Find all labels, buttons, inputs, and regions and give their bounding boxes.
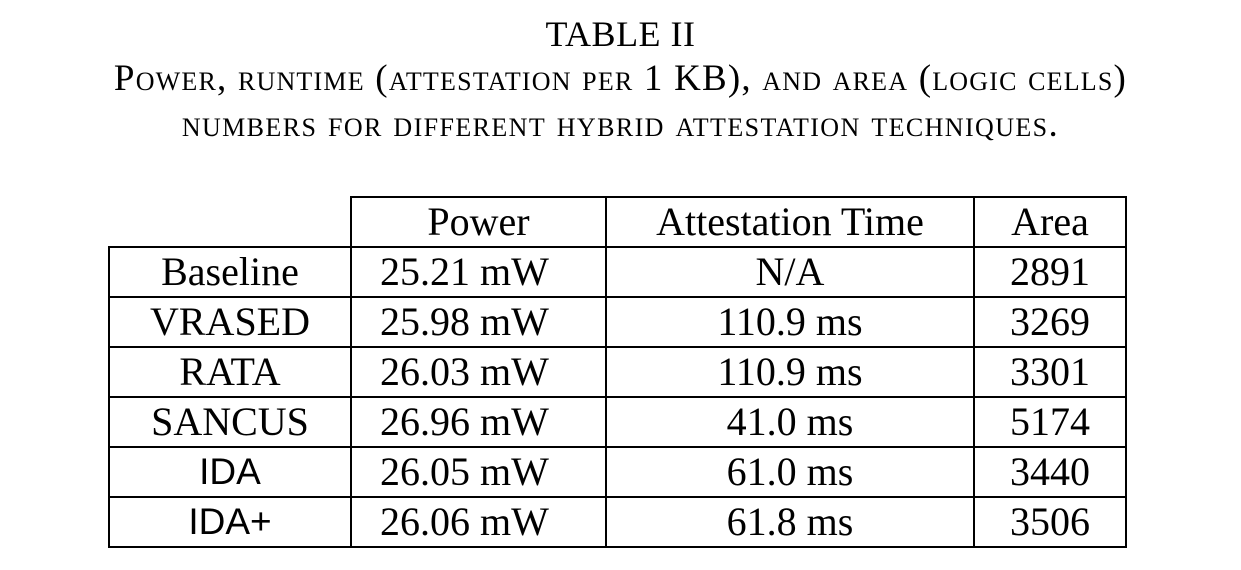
table-row: IDA+ 26.06 mW 61.8 ms 3506: [108, 496, 1127, 548]
row-label-rata: RATA: [108, 346, 352, 398]
row-label-baseline: Baseline: [108, 246, 352, 298]
cell-area: 3506: [973, 496, 1127, 548]
cell-area: 3301: [973, 346, 1127, 398]
row-label-vrased: VRASED: [108, 296, 352, 348]
cell-power: 26.96 mW: [350, 396, 607, 448]
header-attestation-time: Attestation Time: [605, 196, 975, 248]
table-row: RATA 26.03 mW 110.9 ms 3301: [108, 346, 1127, 398]
cell-area: 3269: [973, 296, 1127, 348]
cell-power: 25.21 mW: [350, 246, 607, 298]
comparison-table: Power Attestation Time Area Baseline 25.…: [108, 196, 1127, 548]
header-row: Power Attestation Time Area: [109, 196, 1127, 248]
header-corner-cell: [109, 197, 352, 248]
cell-attestation-time: N/A: [605, 246, 975, 298]
table-caption: TABLE II Power, runtime (attestation per…: [0, 12, 1241, 148]
table-row: VRASED 25.98 mW 110.9 ms 3269: [108, 296, 1127, 348]
cell-attestation-time: 41.0 ms: [605, 396, 975, 448]
cell-attestation-time: 110.9 ms: [605, 346, 975, 398]
cell-attestation-time: 110.9 ms: [605, 296, 975, 348]
cell-area: 2891: [973, 246, 1127, 298]
caption-line-1: Power, runtime (attestation per 1 KB), a…: [113, 58, 1128, 99]
row-label-ida-plus: IDA+: [108, 496, 352, 548]
cell-power: 26.06 mW: [350, 496, 607, 548]
cell-power: 26.05 mW: [350, 446, 607, 498]
header-area: Area: [973, 196, 1127, 248]
table-row: Baseline 25.21 mW N/A 2891: [108, 246, 1127, 298]
table-number: TABLE II: [545, 14, 696, 54]
caption-line-2: numbers for different hybrid attestation…: [181, 104, 1060, 145]
cell-area: 3440: [973, 446, 1127, 498]
cell-power: 25.98 mW: [350, 296, 607, 348]
cell-area: 5174: [973, 396, 1127, 448]
header-power: Power: [350, 196, 607, 248]
table-row: SANCUS 26.96 mW 41.0 ms 5174: [108, 396, 1127, 448]
table-row: IDA 26.05 mW 61.0 ms 3440: [108, 446, 1127, 498]
row-label-sancus: SANCUS: [108, 396, 352, 448]
row-label-ida: IDA: [108, 446, 352, 498]
cell-attestation-time: 61.8 ms: [605, 496, 975, 548]
cell-attestation-time: 61.0 ms: [605, 446, 975, 498]
cell-power: 26.03 mW: [350, 346, 607, 398]
